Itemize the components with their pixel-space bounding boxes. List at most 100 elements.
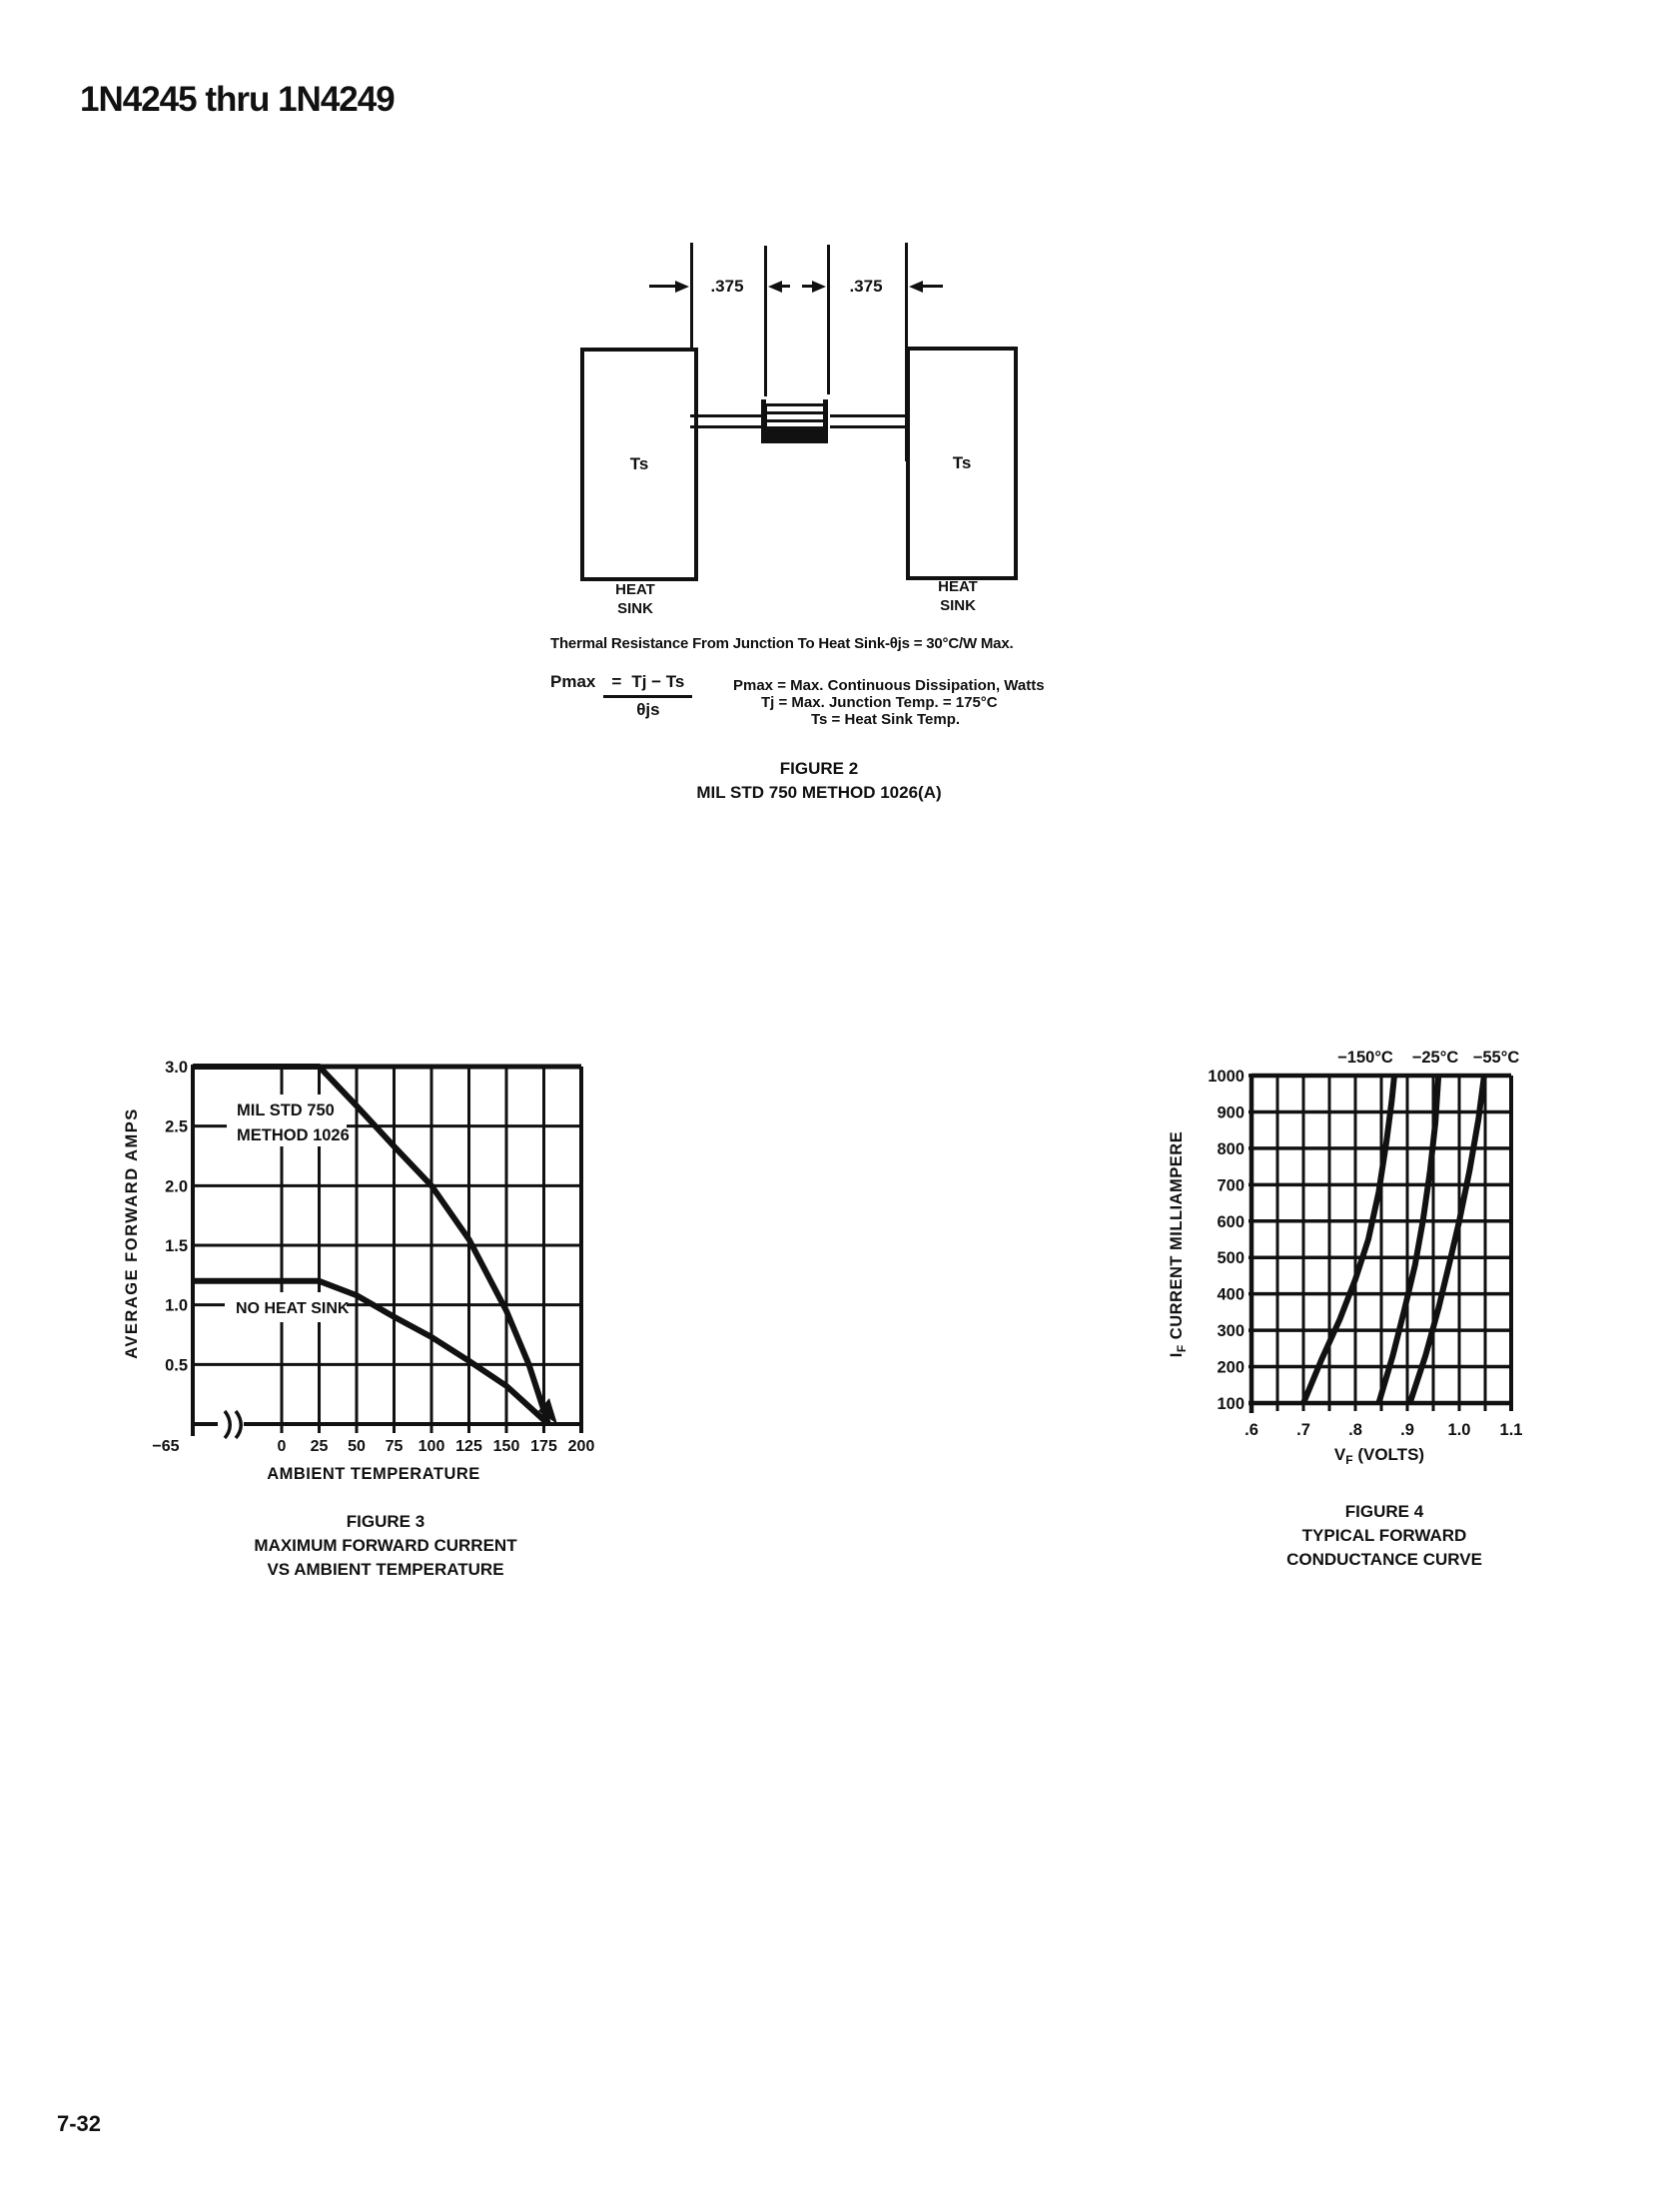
- fig3-xtick-label: 100: [418, 1438, 445, 1455]
- fig4-curve-label: −25°C: [1412, 1049, 1459, 1067]
- arrow-right-icon: [812, 281, 826, 293]
- fig4-xaxis-title: VF (VOLTS): [1334, 1445, 1424, 1467]
- diode-lead-left: [690, 414, 764, 428]
- formula-fraction: = Tj − Ts θjs: [603, 672, 693, 720]
- arrow-right-icon: [675, 281, 689, 293]
- fig3-ytick-label: 0.5: [165, 1356, 188, 1374]
- fig4-ytick-label: 1000: [1208, 1068, 1245, 1086]
- fig4-curve-label: −150°C: [1337, 1049, 1393, 1067]
- arrow-shaft: [649, 285, 679, 288]
- fig3-legend-bg: [225, 1292, 347, 1322]
- arrow-shaft: [780, 285, 790, 288]
- fig3-curve-mil-std-750: [193, 1064, 551, 1425]
- fig3-curve-no-heat-sink: [193, 1277, 551, 1427]
- dimension-extension-line: [827, 245, 830, 394]
- fig3-yaxis-title: AVERAGE FORWARD AMPS: [123, 1107, 141, 1359]
- heat-label: HEAT: [615, 581, 655, 598]
- fig3-ytick-label: 2.0: [165, 1177, 188, 1195]
- formula-lhs: Pmax: [550, 672, 596, 691]
- formula-equals: =: [611, 672, 622, 691]
- fig3-xtick-label: 200: [568, 1438, 595, 1455]
- diode-body: [764, 403, 828, 443]
- fig4-yaxis-title: IF CURRENT MILLIAMPERE: [1168, 1131, 1189, 1357]
- fig4-xtick-label: 1.0: [1448, 1421, 1471, 1439]
- fig4-ytick-label: 500: [1217, 1249, 1245, 1267]
- arrow-shaft: [921, 285, 943, 288]
- figure4-caption-line1: FIGURE 4: [1344, 1502, 1424, 1521]
- fig4-xtick-label: 1.1: [1500, 1421, 1523, 1439]
- arrow-left-icon: [768, 281, 782, 293]
- diode-lead-right: [830, 414, 906, 428]
- formula-numerator: Tj − Ts: [631, 672, 685, 691]
- fig3-legend-milstd-line1: MIL STD 750: [237, 1102, 335, 1119]
- fig4-curve-55c: [1406, 1075, 1487, 1404]
- fig3-axis-break-icon: [234, 1409, 243, 1440]
- fig3-legend-bg: [227, 1095, 347, 1146]
- fig3-xtick-label: 50: [348, 1438, 366, 1455]
- fig4-ytick-label: 200: [1217, 1359, 1245, 1377]
- heat-sink-left: Ts: [580, 348, 698, 581]
- definition-pmax: Pmax = Max. Continuous Dissipation, Watt…: [733, 677, 1045, 694]
- diode-flange: [823, 399, 828, 443]
- figure3-caption: FIGURE 3 MAXIMUM FORWARD CURRENT VS AMBI…: [186, 1510, 585, 1582]
- fig3-xtick-label: 125: [455, 1438, 482, 1455]
- fig3-ytick-label: 3.0: [165, 1059, 188, 1077]
- fig4-ytick-label: 100: [1217, 1395, 1245, 1413]
- arrow-left-icon: [909, 281, 923, 293]
- formula-denominator: θjs: [636, 700, 660, 719]
- fig3-ytick-label: 2.5: [165, 1118, 188, 1136]
- fig3-legend-noheatsink: NO HEAT SINK: [236, 1300, 350, 1317]
- page-title: 1N4245 thru 1N4249: [80, 80, 396, 119]
- fig4-ytick-label: 400: [1217, 1286, 1245, 1304]
- page-number: 7-32: [57, 2111, 102, 2136]
- fig3-ytick-label: 1.0: [165, 1297, 188, 1315]
- ts-label: Ts: [952, 453, 972, 472]
- fig3-xtick-label: −65: [152, 1438, 179, 1455]
- fig4-curve-150c: [1300, 1075, 1397, 1405]
- definition-ts: Ts = Heat Sink Temp.: [811, 711, 961, 728]
- figure2-caption-line2: MIL STD 750 METHOD 1026(A): [696, 783, 942, 802]
- figure4-caption-line3: CONDUCTANCE CURVE: [1286, 1550, 1482, 1569]
- ts-label: Ts: [629, 454, 649, 473]
- fig3-xtick-label: 0: [278, 1438, 287, 1455]
- fig4-ytick-label: 900: [1217, 1104, 1245, 1121]
- fig3-xtick-label: 25: [311, 1438, 329, 1455]
- sink-label: SINK: [617, 600, 653, 617]
- dimension-label: .375: [710, 277, 744, 296]
- thermal-resistance-note: Thermal Resistance From Junction To Heat…: [550, 635, 1014, 652]
- dimension-extension-line: [764, 246, 767, 396]
- figure2-caption: FIGURE 2 MIL STD 750 METHOD 1026(A): [619, 757, 1019, 805]
- fig4-xtick-label: .8: [1348, 1421, 1362, 1439]
- figure3-caption-line3: VS AMBIENT TEMPERATURE: [267, 1560, 504, 1579]
- fig3-xtick-label: 75: [386, 1438, 404, 1455]
- fig4-xtick-label: .7: [1296, 1421, 1310, 1439]
- heat-sink-caption-left: HEAT SINK: [585, 580, 685, 618]
- fig4-xtick-label: .6: [1245, 1421, 1258, 1439]
- figure4-caption: FIGURE 4 TYPICAL FORWARD CONDUCTANCE CUR…: [1185, 1500, 1584, 1572]
- fig4-ytick-label: 600: [1217, 1213, 1245, 1231]
- heat-sink-right: Ts: [906, 347, 1018, 580]
- pmax-formula: Pmax = Tj − Ts θjs: [550, 672, 693, 720]
- fig3-xtick-label: 150: [493, 1438, 520, 1455]
- fig4-curve-25c: [1375, 1075, 1442, 1404]
- figure3-caption-line2: MAXIMUM FORWARD CURRENT: [254, 1536, 517, 1555]
- fig4-xtick-label: .9: [1400, 1421, 1414, 1439]
- dimension-label: .375: [849, 277, 883, 296]
- dimension-extension-line: [690, 243, 693, 402]
- figure2-caption-line1: FIGURE 2: [779, 759, 859, 778]
- figure3-caption-line1: FIGURE 3: [346, 1512, 425, 1531]
- sink-label: SINK: [940, 597, 976, 614]
- fig3-legend-milstd-line2: METHOD 1026: [237, 1126, 350, 1144]
- fig4-ytick-label: 800: [1217, 1140, 1245, 1158]
- fig3-curve-arrowhead-icon: [538, 1398, 557, 1424]
- fig4-ytick-label: 300: [1217, 1322, 1245, 1340]
- fig4-ytick-label: 700: [1217, 1176, 1245, 1194]
- diode-flange: [761, 399, 766, 443]
- fig3-xtick-label: 175: [530, 1438, 557, 1455]
- fig3-axis-break-icon: [223, 1409, 232, 1440]
- fig3-xaxis-title: AMBIENT TEMPERATURE: [267, 1465, 480, 1483]
- heat-sink-caption-right: HEAT SINK: [908, 577, 1008, 615]
- arrow-shaft: [802, 285, 812, 288]
